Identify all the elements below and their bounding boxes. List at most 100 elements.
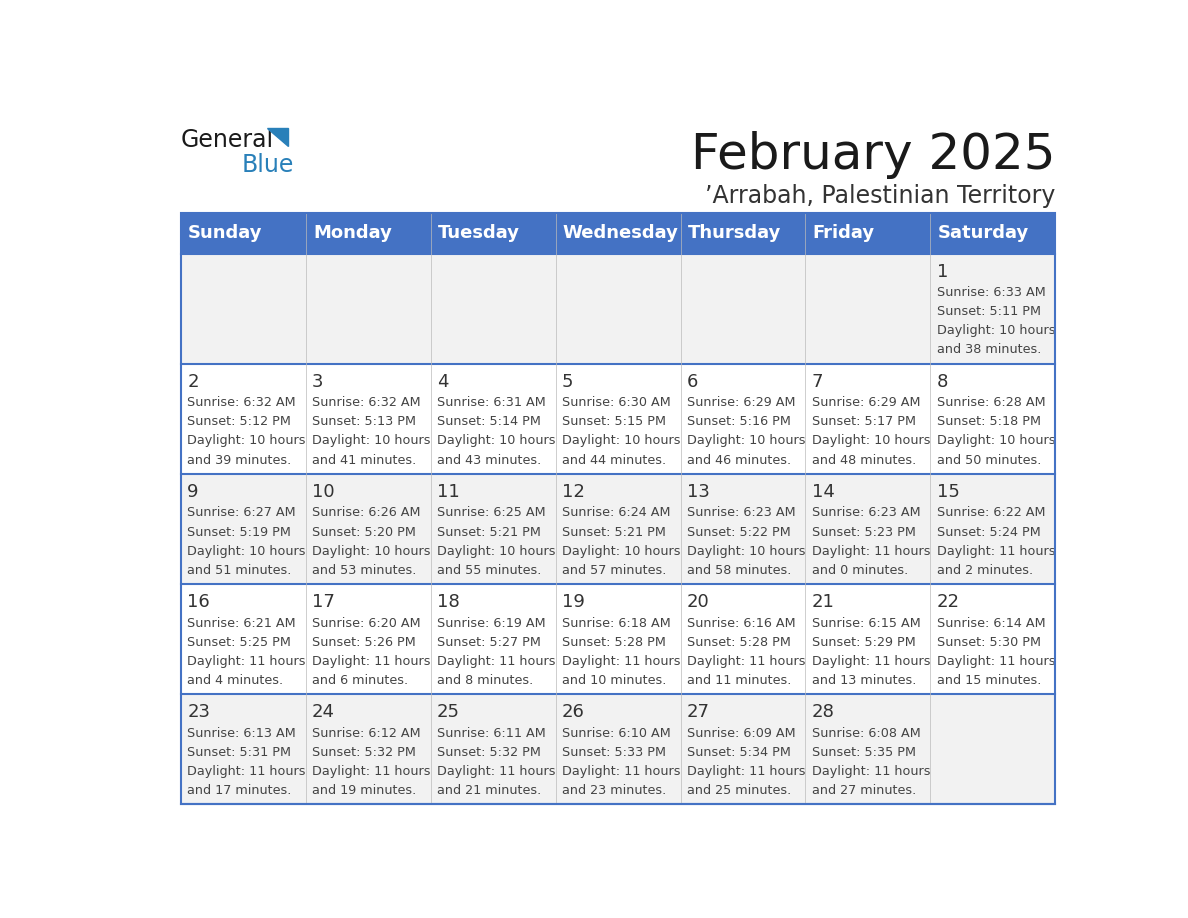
Text: Sunset: 5:26 PM: Sunset: 5:26 PM (312, 635, 416, 649)
Text: Sunrise: 6:18 AM: Sunrise: 6:18 AM (562, 617, 671, 630)
Text: Daylight: 11 hours: Daylight: 11 hours (437, 655, 556, 667)
Text: and 44 minutes.: and 44 minutes. (562, 453, 666, 466)
Text: 21: 21 (811, 593, 835, 611)
Text: 14: 14 (811, 483, 835, 501)
Text: Sunrise: 6:25 AM: Sunrise: 6:25 AM (437, 507, 545, 520)
Text: and 15 minutes.: and 15 minutes. (937, 674, 1041, 687)
Text: 22: 22 (937, 593, 960, 611)
Text: Sunrise: 6:32 AM: Sunrise: 6:32 AM (312, 397, 421, 409)
Text: Daylight: 11 hours: Daylight: 11 hours (811, 765, 930, 778)
Text: and 23 minutes.: and 23 minutes. (562, 784, 666, 797)
Text: Sunset: 5:35 PM: Sunset: 5:35 PM (811, 745, 916, 759)
Text: 17: 17 (312, 593, 335, 611)
Bar (181, 694, 1055, 804)
Bar (181, 364, 1055, 474)
Text: and 17 minutes.: and 17 minutes. (188, 784, 291, 797)
Text: 12: 12 (562, 483, 584, 501)
Text: Daylight: 10 hours: Daylight: 10 hours (937, 434, 1055, 447)
Text: 20: 20 (687, 593, 709, 611)
Text: Daylight: 10 hours: Daylight: 10 hours (312, 544, 430, 557)
Text: 1: 1 (937, 263, 948, 281)
Text: General: General (181, 128, 274, 151)
Text: and 39 minutes.: and 39 minutes. (188, 453, 291, 466)
Text: Sunrise: 6:28 AM: Sunrise: 6:28 AM (937, 397, 1045, 409)
Text: Monday: Monday (314, 224, 392, 242)
Text: Daylight: 11 hours: Daylight: 11 hours (811, 655, 930, 667)
Text: Sunset: 5:25 PM: Sunset: 5:25 PM (188, 635, 291, 649)
Text: Sunset: 5:24 PM: Sunset: 5:24 PM (937, 525, 1041, 539)
Text: 13: 13 (687, 483, 710, 501)
Text: Sunset: 5:29 PM: Sunset: 5:29 PM (811, 635, 916, 649)
Text: Daylight: 10 hours: Daylight: 10 hours (687, 544, 805, 557)
Text: Wednesday: Wednesday (563, 224, 678, 242)
Text: Sunrise: 6:19 AM: Sunrise: 6:19 AM (437, 617, 545, 630)
Text: Sunrise: 6:27 AM: Sunrise: 6:27 AM (188, 507, 296, 520)
Text: Sunset: 5:21 PM: Sunset: 5:21 PM (562, 525, 666, 539)
Text: Sunset: 5:22 PM: Sunset: 5:22 PM (687, 525, 791, 539)
Text: Sunrise: 6:29 AM: Sunrise: 6:29 AM (687, 397, 796, 409)
Text: Daylight: 10 hours: Daylight: 10 hours (811, 434, 930, 447)
Text: and 2 minutes.: and 2 minutes. (937, 564, 1034, 577)
Text: Sunset: 5:28 PM: Sunset: 5:28 PM (562, 635, 666, 649)
Text: and 27 minutes.: and 27 minutes. (811, 784, 916, 797)
Text: Sunrise: 6:24 AM: Sunrise: 6:24 AM (562, 507, 670, 520)
Text: Daylight: 11 hours: Daylight: 11 hours (188, 765, 305, 778)
Text: and 8 minutes.: and 8 minutes. (437, 674, 533, 687)
Text: 5: 5 (562, 373, 574, 391)
Text: Sunrise: 6:21 AM: Sunrise: 6:21 AM (188, 617, 296, 630)
Text: ’Arrabah, Palestinian Territory: ’Arrabah, Palestinian Territory (704, 185, 1055, 208)
Text: Sunset: 5:33 PM: Sunset: 5:33 PM (562, 745, 666, 759)
Text: Sunrise: 6:20 AM: Sunrise: 6:20 AM (312, 617, 421, 630)
Text: Daylight: 10 hours: Daylight: 10 hours (562, 544, 681, 557)
Text: Sunrise: 6:14 AM: Sunrise: 6:14 AM (937, 617, 1045, 630)
Text: Sunrise: 6:09 AM: Sunrise: 6:09 AM (687, 727, 796, 740)
Text: 23: 23 (188, 703, 210, 722)
Text: 24: 24 (312, 703, 335, 722)
Text: February 2025: February 2025 (691, 131, 1055, 179)
Text: Daylight: 10 hours: Daylight: 10 hours (188, 544, 305, 557)
Text: Daylight: 11 hours: Daylight: 11 hours (811, 544, 930, 557)
Text: Sunset: 5:32 PM: Sunset: 5:32 PM (437, 745, 541, 759)
Text: Sunset: 5:34 PM: Sunset: 5:34 PM (687, 745, 791, 759)
Text: Thursday: Thursday (688, 224, 782, 242)
Text: 7: 7 (811, 373, 823, 391)
Text: Daylight: 10 hours: Daylight: 10 hours (562, 434, 681, 447)
Text: 15: 15 (937, 483, 960, 501)
Text: 27: 27 (687, 703, 710, 722)
Bar (181, 584, 1055, 694)
Text: 18: 18 (437, 593, 460, 611)
Text: Sunset: 5:14 PM: Sunset: 5:14 PM (437, 415, 541, 429)
Text: 28: 28 (811, 703, 835, 722)
Text: Sunset: 5:32 PM: Sunset: 5:32 PM (312, 745, 416, 759)
Text: 2: 2 (188, 373, 198, 391)
Text: and 46 minutes.: and 46 minutes. (687, 453, 791, 466)
Text: Daylight: 10 hours: Daylight: 10 hours (188, 434, 305, 447)
Text: Sunset: 5:16 PM: Sunset: 5:16 PM (687, 415, 791, 429)
Text: Daylight: 11 hours: Daylight: 11 hours (687, 655, 805, 667)
Polygon shape (267, 128, 287, 145)
Text: Sunrise: 6:15 AM: Sunrise: 6:15 AM (811, 617, 921, 630)
Text: Saturday: Saturday (937, 224, 1029, 242)
Text: Daylight: 11 hours: Daylight: 11 hours (188, 655, 305, 667)
Text: 8: 8 (937, 373, 948, 391)
Text: Daylight: 11 hours: Daylight: 11 hours (312, 655, 430, 667)
Text: and 6 minutes.: and 6 minutes. (312, 674, 409, 687)
Text: 11: 11 (437, 483, 460, 501)
Text: Sunset: 5:23 PM: Sunset: 5:23 PM (811, 525, 916, 539)
Text: and 0 minutes.: and 0 minutes. (811, 564, 908, 577)
Text: 16: 16 (188, 593, 210, 611)
Text: and 58 minutes.: and 58 minutes. (687, 564, 791, 577)
Text: and 48 minutes.: and 48 minutes. (811, 453, 916, 466)
Bar (181, 474, 1055, 584)
Text: 19: 19 (562, 593, 584, 611)
Text: and 55 minutes.: and 55 minutes. (437, 564, 542, 577)
Text: and 43 minutes.: and 43 minutes. (437, 453, 542, 466)
Text: Daylight: 11 hours: Daylight: 11 hours (937, 655, 1055, 667)
Text: Sunrise: 6:16 AM: Sunrise: 6:16 AM (687, 617, 796, 630)
Text: Sunrise: 6:23 AM: Sunrise: 6:23 AM (687, 507, 796, 520)
Text: Sunset: 5:27 PM: Sunset: 5:27 PM (437, 635, 541, 649)
Text: and 50 minutes.: and 50 minutes. (937, 453, 1041, 466)
Bar (181, 213, 1055, 804)
Text: Sunrise: 6:30 AM: Sunrise: 6:30 AM (562, 397, 671, 409)
Text: Sunday: Sunday (188, 224, 263, 242)
